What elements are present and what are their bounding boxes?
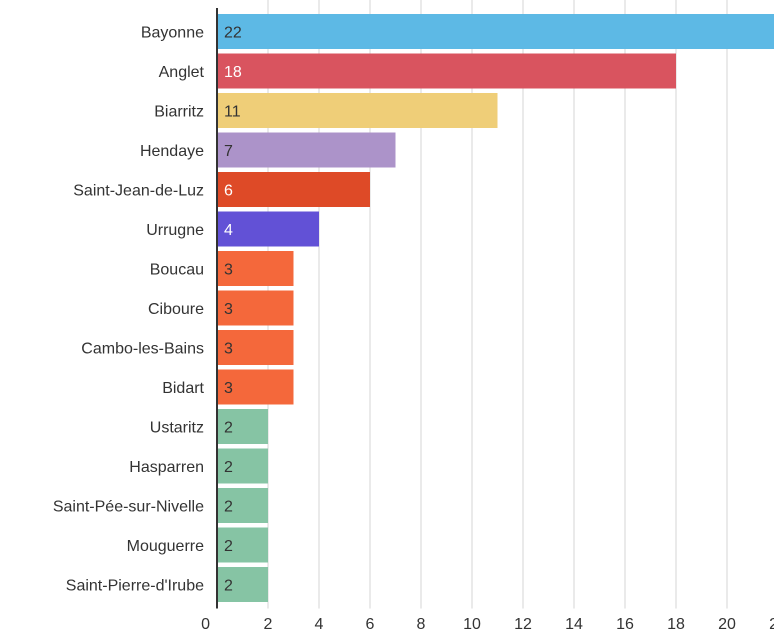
bar-ciboure xyxy=(217,290,294,326)
x-tick-label-6: 6 xyxy=(366,616,375,633)
category-label-boucau: Boucau xyxy=(150,262,204,279)
bar-mouguerre xyxy=(217,527,268,563)
x-tick-label-16: 16 xyxy=(616,616,634,633)
category-label-hendaye: Hendaye xyxy=(140,143,204,160)
value-label-ustaritz: 2 xyxy=(224,420,233,437)
bar-boucau xyxy=(217,251,294,286)
category-label-saint-pierre-d-irube: Saint-Pierre-d'Irube xyxy=(66,578,204,595)
bar-hendaye xyxy=(217,132,396,168)
category-label-ustaritz: Ustaritz xyxy=(150,420,204,437)
category-label-anglet: Anglet xyxy=(159,64,205,81)
category-label-saint-pee-sur-nivelle: Saint-Pée-sur-Nivelle xyxy=(53,499,204,516)
category-label-saint-jean-de-luz: Saint-Jean-de-Luz xyxy=(73,183,204,200)
value-label-mouguerre: 2 xyxy=(224,538,233,555)
category-label-cambo-les-bains: Cambo-les-Bains xyxy=(81,341,204,358)
value-label-hasparren: 2 xyxy=(224,459,233,476)
x-tick-label-2: 2 xyxy=(264,616,273,633)
category-label-bayonne: Bayonne xyxy=(141,25,204,42)
x-tick-label-8: 8 xyxy=(417,616,426,633)
x-tick-labels: 0 2 4 6 8 10 12 14 16 18 20 22 xyxy=(201,616,774,633)
value-label-anglet: 18 xyxy=(224,64,242,81)
bar-hasparren xyxy=(217,448,268,484)
bar-cambo-les-bains xyxy=(217,330,294,365)
bar-anglet xyxy=(217,53,676,89)
value-label-bayonne: 22 xyxy=(224,25,242,42)
category-label-mouguerre: Mouguerre xyxy=(127,538,204,555)
x-tick-label-20: 20 xyxy=(718,616,736,633)
value-label-saint-pee-sur-nivelle: 2 xyxy=(224,499,233,516)
bar-biarritz xyxy=(217,93,498,128)
bar-bayonne xyxy=(217,14,774,49)
value-label-urrugne: 4 xyxy=(224,222,233,239)
bar-ustaritz xyxy=(217,409,268,444)
category-label-biarritz: Biarritz xyxy=(154,104,204,121)
value-label-boucau: 3 xyxy=(224,262,233,279)
value-label-ciboure: 3 xyxy=(224,301,233,318)
grid-lines xyxy=(267,0,728,609)
value-label-saint-pierre-d-irube: 2 xyxy=(224,578,233,595)
bar-saint-jean-de-luz xyxy=(217,172,370,207)
category-label-bidart: Bidart xyxy=(162,380,204,397)
category-label-urrugne: Urrugne xyxy=(146,222,204,239)
x-tick-label-4: 4 xyxy=(315,616,324,633)
bar-urrugne xyxy=(217,211,319,247)
x-tick-label-0: 0 xyxy=(201,616,210,633)
value-label-hendaye: 7 xyxy=(224,143,233,160)
category-label-hasparren: Hasparren xyxy=(129,459,204,476)
bar-saint-pee-sur-nivelle xyxy=(217,488,268,523)
x-tick-label-10: 10 xyxy=(463,616,481,633)
x-tick-label-22: 22 xyxy=(769,616,774,633)
category-labels: Bayonne Anglet Biarritz Hendaye Saint-Jean-d… xyxy=(53,25,205,595)
value-label-bidart: 3 xyxy=(224,380,233,397)
x-tick-label-18: 18 xyxy=(667,616,685,633)
value-label-cambo-les-bains: 3 xyxy=(224,341,233,358)
x-tick-label-14: 14 xyxy=(565,616,583,633)
value-label-biarritz: 11 xyxy=(224,104,241,121)
bar-saint-pierre-d-irube xyxy=(217,567,268,602)
category-label-ciboure: Ciboure xyxy=(148,301,204,318)
x-tick-label-12: 12 xyxy=(514,616,532,633)
value-label-saint-jean-de-luz: 6 xyxy=(224,183,233,200)
bar-bidart xyxy=(217,369,294,405)
